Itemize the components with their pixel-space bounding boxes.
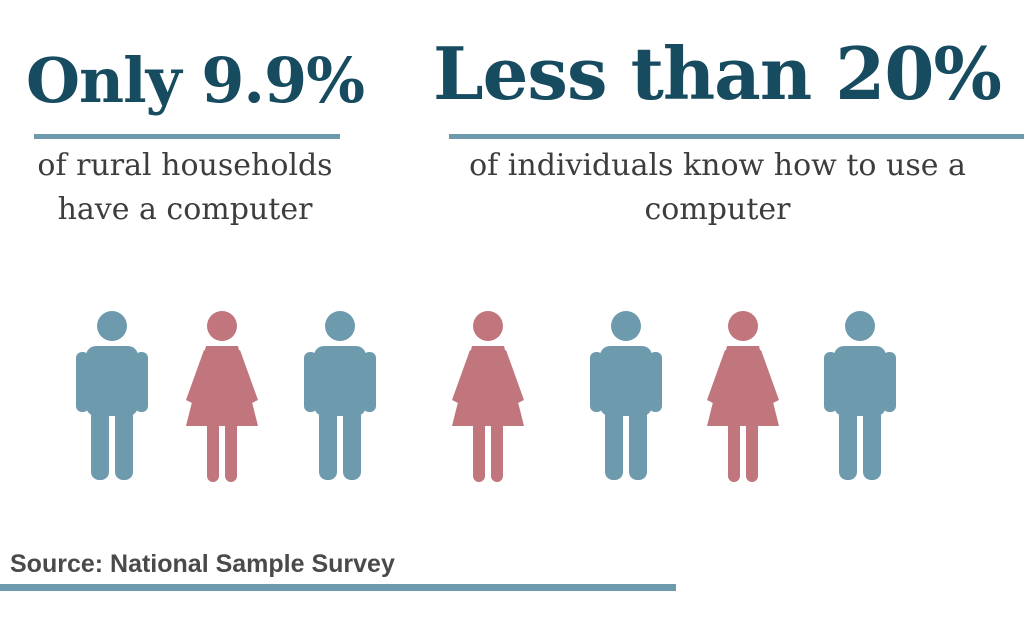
- female-figure-icon: [707, 311, 779, 482]
- female-figure-icon: [186, 311, 258, 482]
- caption-computer-literacy: of individuals know how to use a compute…: [455, 144, 980, 232]
- people-icons-row: [76, 311, 896, 482]
- female-figure-icon: [452, 311, 524, 482]
- caption-rural-households: of rural households have a computer: [20, 144, 350, 232]
- source-credit: Source: National Sample Survey: [10, 550, 395, 578]
- caption-line: of rural households: [37, 148, 333, 183]
- headline-computer-literacy: Less than 20%: [433, 31, 1002, 116]
- male-figure-icon: [76, 311, 148, 480]
- divider-right: [449, 134, 1024, 139]
- male-figure-icon: [590, 311, 662, 480]
- caption-line: of individuals know how to use a: [469, 148, 966, 183]
- caption-line: computer: [644, 192, 791, 227]
- caption-line: have a computer: [57, 192, 313, 227]
- male-figure-icon: [824, 311, 896, 480]
- divider-left: [34, 134, 340, 139]
- male-figure-icon: [304, 311, 376, 480]
- source-underline: [0, 584, 676, 591]
- headline-rural-households: Only 9.9%: [26, 44, 365, 117]
